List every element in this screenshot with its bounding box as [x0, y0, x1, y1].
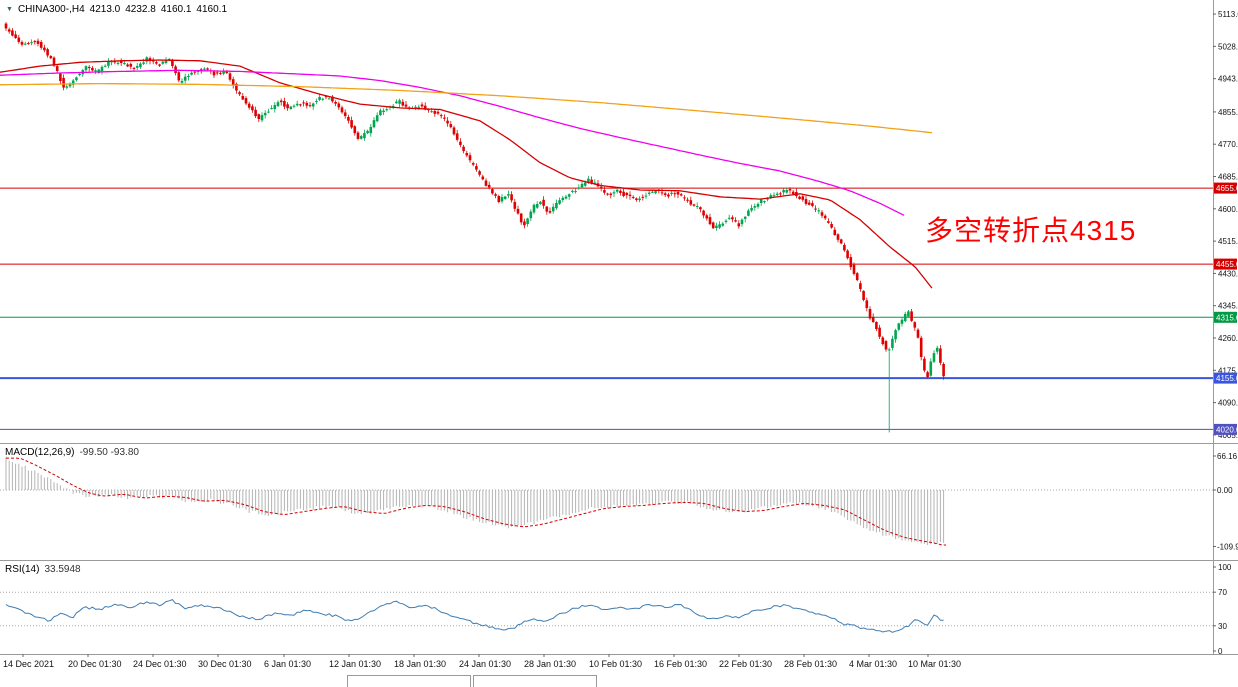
time-tick-label: 28 Feb 01:30 [784, 659, 837, 669]
time-tick-label: 30 Dec 01:30 [198, 659, 252, 669]
rsi-value: 33.5948 [44, 564, 81, 575]
price-tick-label: 4600.5 [1218, 205, 1238, 214]
price-tick-label: 4855.5 [1218, 108, 1238, 117]
time-tick-label: 18 Jan 01:30 [394, 659, 446, 669]
level-price-tag-label: 4155.0 [1216, 374, 1238, 383]
rsi-tick-label: 100 [1218, 563, 1232, 572]
price-tick-label: 4515.5 [1218, 237, 1238, 246]
price-tick-label: 4685.5 [1218, 173, 1238, 182]
time-axis[interactable]: 14 Dec 2021 20 Dec 01:30 24 Dec 01:30 30 De… [3, 654, 961, 669]
triangle-down-icon[interactable]: ▼ [6, 6, 13, 13]
time-tick-label: 16 Feb 01:30 [654, 659, 707, 669]
bottom-tab-2[interactable] [473, 675, 597, 687]
macd-histogram [0, 456, 1213, 546]
macd-indicator-name: MACD(12,26,9) [5, 447, 75, 458]
rsi-pane [0, 591, 1213, 633]
symbol-name: CHINA300-,H4 [17, 4, 85, 15]
ohlc-high: 4232.8 [125, 4, 156, 15]
ohlc-low: 4160.1 [160, 4, 192, 15]
time-tick-label: 24 Dec 01:30 [133, 659, 187, 669]
symbol-ohlc-line: ▼ CHINA300-,H4 4213.0 4232.8 4160.1 4160… [6, 4, 227, 15]
ma-fast-red [0, 59, 933, 289]
rsi-axis[interactable]: 100 70 30 0 [1213, 563, 1232, 656]
bottom-tab-1[interactable] [347, 675, 471, 687]
rsi-tick-label: 30 [1218, 622, 1227, 631]
time-tick-label: 24 Jan 01:30 [459, 659, 511, 669]
rsi-tick-label: 0 [1218, 647, 1223, 656]
macd-signal-line [6, 457, 947, 546]
price-tick-label: 4175.5 [1218, 366, 1238, 375]
price-tick-label: 4260.5 [1218, 334, 1238, 343]
time-tick-label: 22 Feb 01:30 [719, 659, 772, 669]
level-price-tag-label: 4315.0 [1216, 313, 1238, 322]
level-price-tag-label: 4020.0 [1216, 425, 1238, 434]
macd-tick-label: 66.16 [1217, 452, 1238, 461]
moving-averages [0, 59, 933, 289]
level-price-tag-label: 4455.0 [1216, 260, 1238, 269]
price-tick-label: 4943.0 [1218, 75, 1238, 84]
macd-axis[interactable]: 66.16 0.00 -109.93 [1213, 452, 1238, 552]
time-tick-label: 4 Mar 01:30 [849, 659, 897, 669]
price-tick-label: 4005.5 [1218, 431, 1238, 440]
time-tick-label: 28 Jan 01:30 [524, 659, 576, 669]
rsi-tick-label: 70 [1218, 588, 1227, 597]
price-axis[interactable]: 5113.0 5028.0 4943.0 4855.5 4770.5 4685.5 4600… [1213, 10, 1238, 440]
rsi-indicator-name: RSI(14) [5, 564, 40, 575]
rsi-header: RSI(14) 33.5948 [5, 564, 81, 575]
price-tick-label: 5113.0 [1218, 10, 1238, 19]
horizontal-levels[interactable] [0, 187, 1213, 430]
price-tick-label: 5028.0 [1218, 42, 1238, 51]
annotation-text: 多空转折点4315 [925, 215, 1137, 246]
macd-tick-label: -109.93 [1217, 543, 1238, 552]
time-tick-label: 10 Feb 01:30 [589, 659, 642, 669]
macd-tick-label: 0.00 [1217, 486, 1233, 495]
time-tick-label: 14 Dec 2021 [3, 659, 54, 669]
level-price-tag-label: 4655.0 [1216, 184, 1238, 193]
time-tick-label: 10 Mar 01:30 [908, 659, 961, 669]
price-tick-label: 4345.5 [1218, 302, 1238, 311]
time-tick-label: 12 Jan 01:30 [329, 659, 381, 669]
time-tick-label: 6 Jan 01:30 [264, 659, 311, 669]
macd-values: -99.50 -93.80 [79, 447, 139, 458]
ohlc-open: 4213.0 [89, 4, 121, 15]
time-tick-label: 20 Dec 01:30 [68, 659, 122, 669]
price-tick-label: 4770.5 [1218, 140, 1238, 149]
price-tick-label: 4090.5 [1218, 399, 1238, 408]
macd-header: MACD(12,26,9) -99.50 -93.80 [5, 447, 139, 458]
pane-separators [0, 0, 1238, 655]
ma-slow-orange [0, 82, 933, 134]
ohlc-close: 4160.1 [196, 4, 228, 15]
ma-mid-magenta [0, 69, 905, 216]
level-price-tags: 4655.0 4455.0 4315.0 4155.0 4020.0 [1214, 182, 1238, 435]
rsi-line [5, 599, 944, 633]
price-tick-label: 4430.5 [1218, 269, 1238, 278]
